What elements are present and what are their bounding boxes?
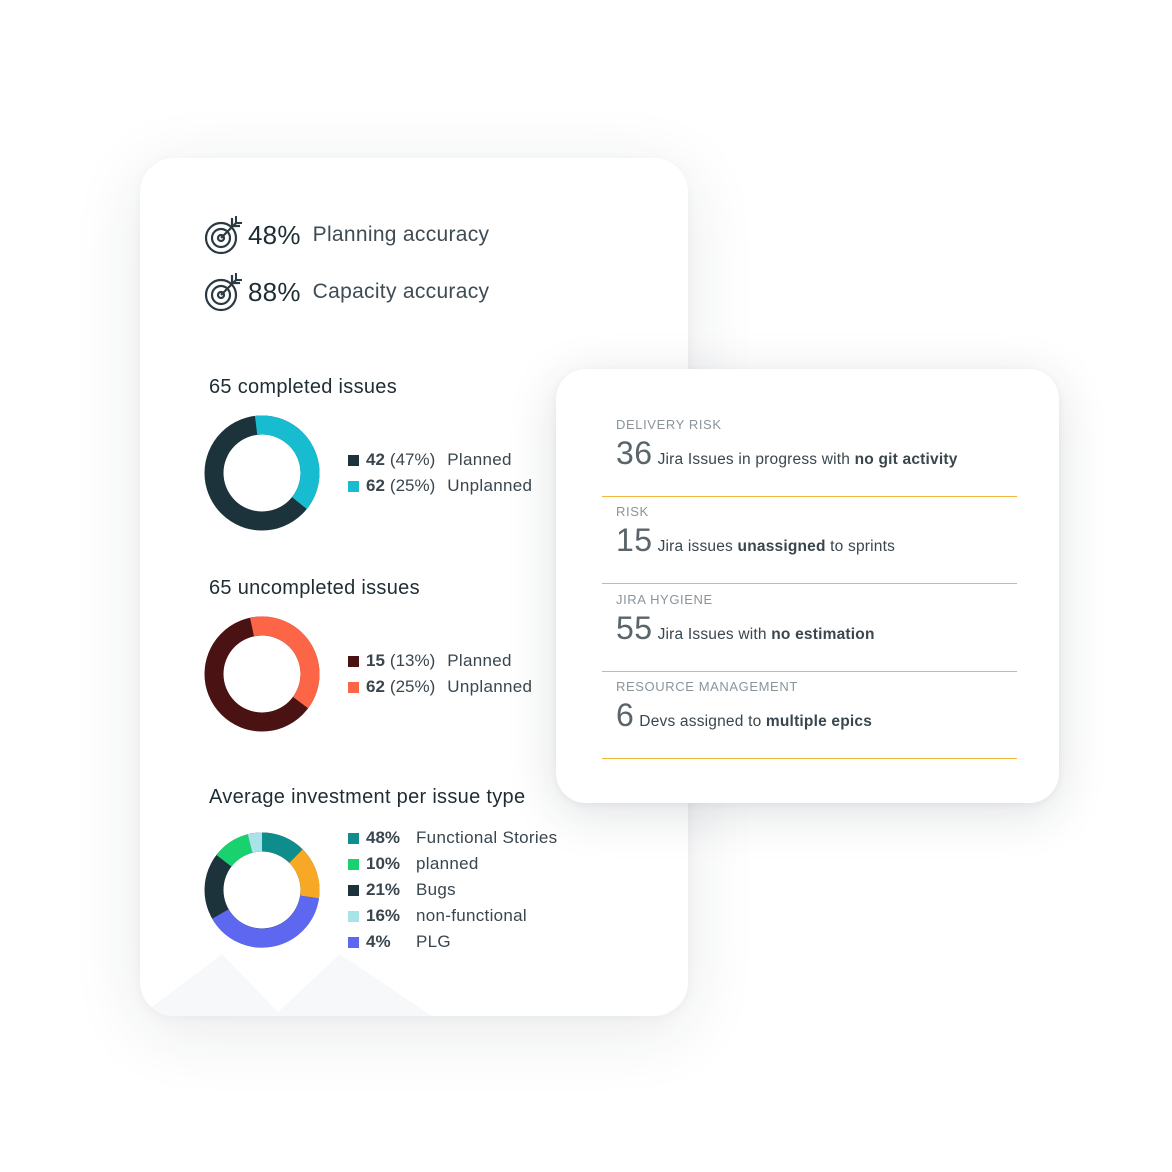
legend-item: 21% Bugs xyxy=(348,877,557,903)
legend-count: 62 xyxy=(366,677,385,696)
legend-item: 42 (47%) Planned xyxy=(348,447,532,473)
planning-accuracy-value: 48% xyxy=(248,219,301,250)
risk-description: Devs assigned to multiple epics xyxy=(639,713,873,730)
legend-label: non-functional xyxy=(416,906,527,925)
legend-item: 16% non-functional xyxy=(348,903,557,929)
uncompleted-legend: 15 (13%) Planned 62 (25%) Unplanned xyxy=(348,648,532,700)
target-arrow-icon xyxy=(204,273,242,312)
legend-pct: 16% xyxy=(366,906,401,925)
legend-pct: (25%) xyxy=(389,677,436,696)
investment-title: Average investment per issue type xyxy=(209,786,526,808)
legend-label: PLG xyxy=(416,932,451,951)
legend-label: planned xyxy=(416,854,479,873)
legend-swatch xyxy=(348,910,359,922)
legend-label: Unplanned xyxy=(447,677,533,696)
completed-legend: 42 (47%) Planned 62 (25%) Unplanned xyxy=(348,447,532,499)
uncompleted-issues-title: 65 uncompleted issues xyxy=(209,577,420,599)
capacity-accuracy-label: Capacity accuracy xyxy=(312,280,490,303)
planning-accuracy-row: 48% Planning accuracy xyxy=(202,214,489,256)
legend-pct: (13%) xyxy=(389,651,436,670)
donut-segment-plg xyxy=(212,895,320,948)
risk-category: JIRA HYGIENE xyxy=(616,592,713,607)
risk-count: 15 xyxy=(616,522,653,558)
legend-swatch xyxy=(348,681,359,693)
capacity-accuracy-value: 88% xyxy=(248,276,301,307)
risk-count: 55 xyxy=(616,610,653,646)
risk-card: DELIVERY RISK 36 Jira Issues in progress… xyxy=(556,369,1059,803)
uncompleted-issues-donut xyxy=(204,616,320,732)
risk-category: DELIVERY RISK xyxy=(616,417,722,432)
legend-pct: 4% xyxy=(366,932,391,951)
legend-pct: (47%) xyxy=(389,450,436,469)
legend-swatch xyxy=(348,858,359,870)
legend-pct: 48% xyxy=(366,828,401,847)
legend-swatch xyxy=(348,936,359,948)
donut-segment-orange xyxy=(288,849,320,899)
risk-description: Jira Issues with no estimation xyxy=(657,626,875,643)
risk-line: 55 Jira Issues with no estimation xyxy=(616,610,875,647)
donut-segment-unplanned xyxy=(250,616,320,709)
risk-category: RISK xyxy=(616,504,649,519)
legend-count: 15 xyxy=(366,651,385,670)
legend-swatch xyxy=(348,832,359,844)
legend-label: Planned xyxy=(447,651,512,670)
legend-label: Unplanned xyxy=(447,476,533,495)
legend-swatch xyxy=(348,480,359,492)
legend-item: 4% PLG xyxy=(348,929,557,955)
donut-segment-functional-stories xyxy=(261,832,303,864)
legend-count: 42 xyxy=(366,450,385,469)
completed-issues-donut xyxy=(204,415,320,531)
legend-pct: 21% xyxy=(366,880,401,899)
legend-label: Planned xyxy=(447,450,512,469)
legend-label: Functional Stories xyxy=(416,828,558,847)
risk-item-hygiene[interactable]: JIRA HYGIENE 55 Jira Issues with no esti… xyxy=(602,584,1017,672)
legend-pct: (25%) xyxy=(389,476,436,495)
legend-swatch xyxy=(348,655,359,667)
risk-count: 6 xyxy=(616,697,635,733)
legend-pct: 10% xyxy=(366,854,401,873)
donut-segment-unplanned xyxy=(254,415,320,510)
planning-accuracy-label: Planning accuracy xyxy=(312,223,490,246)
risk-line: 36 Jira Issues in progress with no git a… xyxy=(616,435,958,472)
risk-item-sprints[interactable]: RISK 15 Jira issues unassigned to sprint… xyxy=(602,496,1017,584)
legend-item: 15 (13%) Planned xyxy=(348,648,532,674)
completed-issues-title: 65 completed issues xyxy=(209,376,398,398)
donut-segment-non-functional xyxy=(247,832,263,853)
legend-label: Bugs xyxy=(416,880,456,899)
investment-legend: 48% Functional Stories 10% planned 21% B… xyxy=(348,825,557,955)
donut-segment-planned xyxy=(216,834,253,867)
risk-item-delivery[interactable]: DELIVERY RISK 36 Jira Issues in progress… xyxy=(602,409,1017,497)
risk-description: Jira Issues in progress with no git acti… xyxy=(657,451,958,468)
background-decoration xyxy=(140,954,432,1016)
legend-item: 62 (25%) Unplanned xyxy=(348,473,532,499)
legend-swatch xyxy=(348,884,359,896)
risk-count: 36 xyxy=(616,435,653,471)
legend-item: 48% Functional Stories xyxy=(348,825,557,851)
risk-line: 15 Jira issues unassigned to sprints xyxy=(616,522,895,559)
target-arrow-icon xyxy=(204,216,242,255)
risk-item-resource[interactable]: RESOURCE MANAGEMENT 6 Devs assigned to m… xyxy=(602,671,1017,759)
legend-count: 62 xyxy=(366,476,385,495)
legend-item: 62 (25%) Unplanned xyxy=(348,674,532,700)
capacity-accuracy-row: 88% Capacity accuracy xyxy=(202,271,489,313)
legend-swatch xyxy=(348,454,359,466)
risk-description: Jira issues unassigned to sprints xyxy=(657,538,896,555)
risk-category: RESOURCE MANAGEMENT xyxy=(616,679,798,694)
risk-line: 6 Devs assigned to multiple epics xyxy=(616,697,872,734)
investment-donut xyxy=(204,832,320,948)
legend-item: 10% planned xyxy=(348,851,557,877)
